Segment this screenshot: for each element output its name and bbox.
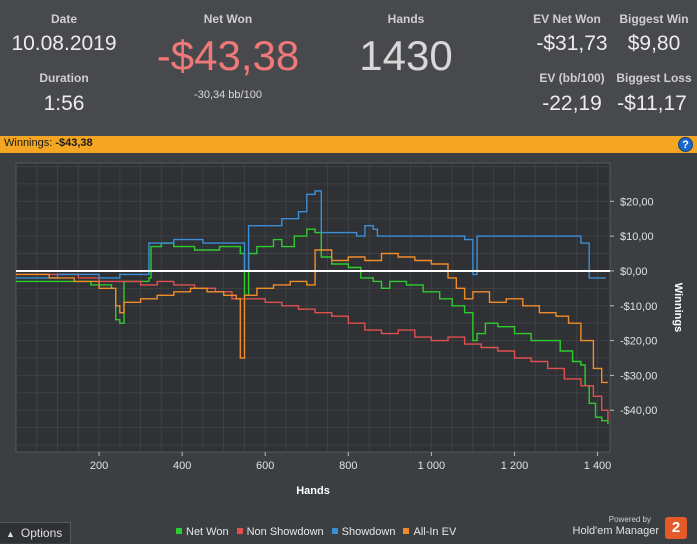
legend-item: All-In EV xyxy=(403,526,456,538)
brand-badge-icon: 2 xyxy=(665,517,687,539)
series-line-showdown xyxy=(16,190,606,279)
series-line-net-won xyxy=(16,228,609,425)
ev-bb-label: EV (bb/100) xyxy=(539,71,605,85)
legend-label: Showdown xyxy=(341,526,396,538)
plot-background xyxy=(15,162,611,453)
hem2-logo: Powered by Hold'em Manager 2 xyxy=(557,515,687,543)
ev-net-won-value: -$31,73 xyxy=(536,32,608,55)
legend-label: Non Showdown xyxy=(246,526,324,538)
y-tick-label: $0,00 xyxy=(620,266,648,278)
series-line-all-in-ev xyxy=(16,249,608,384)
footer: ▲ Options Net Won Non Showdown Showdown All-… xyxy=(0,515,697,543)
x-tick-label: 1 400 xyxy=(584,460,612,472)
x-axis-title: Hands xyxy=(296,485,330,497)
winnings-chart: $20,00 $10,00 $0,00 -$10,00 -$20,00 -$30,00 -$… xyxy=(0,153,697,515)
biggest-win-value: $9,80 xyxy=(627,32,681,55)
duration-label: Duration xyxy=(39,71,89,85)
date-label: Date xyxy=(50,12,77,26)
chart-legend: Net Won Non Showdown Showdown All-In EV xyxy=(176,526,464,538)
legend-swatch xyxy=(236,528,243,535)
winnings-value: -$43,38 xyxy=(55,137,93,149)
winnings-label: Winnings: xyxy=(4,137,53,149)
x-tick-label: 1 200 xyxy=(501,460,529,472)
net-won-bb: -30,34 bb/100 xyxy=(194,89,262,101)
brand-name: Hold'em Manager xyxy=(572,525,659,537)
chart-svg: $20,00 $10,00 $0,00 -$10,00 -$20,00 -$30,00 -$… xyxy=(15,162,684,497)
chevron-up-icon: ▲ xyxy=(6,529,15,539)
stats-panel: Date 10.08.2019 Duration 1:56 Net Won -$… xyxy=(0,0,697,136)
hands-label: Hands xyxy=(387,12,425,26)
help-icon[interactable]: ? xyxy=(678,137,693,152)
y-tick-label: $10,00 xyxy=(620,231,654,243)
x-tick-label: 400 xyxy=(173,460,191,472)
legend-item: Showdown xyxy=(331,526,396,538)
biggest-loss-value: -$11,17 xyxy=(617,92,687,115)
legend-label: All-In EV xyxy=(413,526,457,538)
ev-net-won-label: EV Net Won xyxy=(533,12,601,26)
options-label: Options xyxy=(20,526,63,540)
x-tick-label: 200 xyxy=(90,460,108,472)
winnings-summary: Winnings: -$43,38 xyxy=(4,137,93,149)
series-line-non-showdown xyxy=(16,273,609,421)
ev-bb-value: -22,19 xyxy=(542,92,602,115)
legend-item: Net Won xyxy=(176,526,229,538)
biggest-win-label: Biggest Win xyxy=(619,12,689,26)
y-tick-label: -$40,00 xyxy=(620,405,657,417)
hands-value: 1430 xyxy=(359,32,453,79)
x-tick-label: 600 xyxy=(256,460,274,472)
legend-item: Non Showdown xyxy=(236,526,324,538)
powered-by-label: Powered by xyxy=(608,515,651,524)
x-tick-label: 1 000 xyxy=(418,460,446,472)
legend-swatch xyxy=(176,528,182,535)
y-tick-label: -$20,00 xyxy=(620,336,657,348)
legend-swatch xyxy=(403,528,410,535)
duration-value: 1:56 xyxy=(43,92,85,115)
x-tick-label: 800 xyxy=(339,460,357,472)
net-won-label: Net Won xyxy=(203,12,253,26)
biggest-loss-label: Biggest Loss xyxy=(616,71,692,85)
y-tick-label: -$10,00 xyxy=(620,301,657,313)
legend-label: Net Won xyxy=(186,526,229,538)
date-value: 10.08.2019 xyxy=(11,32,117,55)
winnings-bar: Winnings: -$43,38 ? xyxy=(0,136,697,153)
legend-swatch xyxy=(331,528,338,535)
y-axis-title: Winnings xyxy=(672,283,684,332)
y-tick-label: $20,00 xyxy=(620,196,654,208)
net-won-value: -$43,38 xyxy=(156,32,300,79)
y-tick-label: -$30,00 xyxy=(620,370,657,382)
options-button[interactable]: ▲ Options xyxy=(0,522,71,543)
